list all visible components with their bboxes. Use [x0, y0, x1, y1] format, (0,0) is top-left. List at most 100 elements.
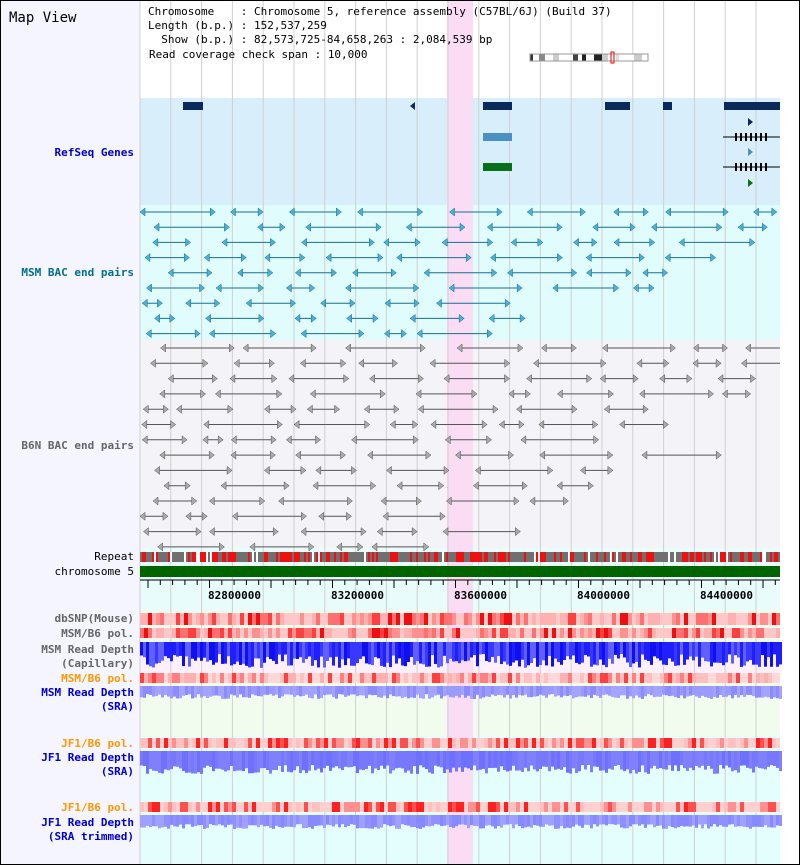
read-depth-bar — [674, 642, 677, 666]
read-depth-bar — [347, 815, 350, 827]
read-depth-bar — [218, 751, 221, 769]
repeat-segment — [690, 552, 692, 562]
bac-end — [629, 222, 636, 232]
repeat-segment — [232, 552, 234, 562]
repeat-segment — [588, 552, 590, 562]
read-depth-bar — [461, 686, 464, 695]
polymorphism-cell — [612, 802, 616, 812]
read-depth-bar — [176, 642, 179, 657]
polymorphism-cell — [692, 802, 696, 812]
bac-end — [312, 481, 319, 491]
polymorphism-cell — [660, 628, 664, 638]
polymorphism-cell — [644, 738, 648, 748]
repeat-segment — [364, 552, 366, 562]
polymorphism-cell — [664, 802, 668, 812]
read-depth-bar — [395, 751, 398, 769]
repeat-segment — [464, 552, 466, 562]
polymorphism-cell — [764, 613, 768, 625]
polymorphism-cell — [568, 613, 572, 625]
polymorphism-cell — [580, 628, 584, 638]
read-depth-bar — [572, 686, 575, 699]
exon — [745, 163, 747, 171]
read-depth-bar — [344, 642, 347, 666]
read-depth-bar — [347, 686, 350, 696]
read-depth-bar — [614, 751, 617, 766]
polymorphism-cell — [596, 628, 600, 638]
bac-end — [202, 435, 209, 445]
bac-end — [710, 253, 716, 263]
read-depth-bar — [215, 815, 218, 826]
read-depth-bar — [230, 815, 233, 825]
polymorphism-cell — [756, 673, 760, 683]
read-depth-bar — [302, 642, 305, 663]
repeat-segment — [488, 552, 490, 562]
bac-end — [475, 465, 481, 475]
polymorphism-cell — [588, 613, 592, 625]
bac-end — [593, 435, 600, 445]
polymorphism-cell — [764, 673, 768, 683]
read-depth-bar — [164, 815, 167, 827]
bac-end — [340, 450, 346, 460]
repeat-segment — [538, 552, 540, 562]
polymorphism-cell — [448, 628, 452, 638]
label-refseq[interactable]: RefSeq Genes — [54, 146, 134, 159]
read-depth-bar — [671, 642, 674, 662]
polymorphism-cell — [160, 613, 164, 625]
read-depth-bar — [734, 751, 737, 771]
polymorphism-cell — [360, 613, 364, 625]
polymorphism-cell — [480, 673, 484, 683]
polymorphism-cell — [548, 613, 552, 625]
polymorphism-cell — [592, 738, 596, 748]
polymorphism-cell — [488, 673, 492, 683]
read-depth-bar — [497, 815, 500, 827]
polymorphism-cell — [476, 628, 480, 638]
polymorphism-cell — [204, 613, 208, 625]
read-depth-bar — [656, 686, 659, 697]
repeat-segment — [206, 552, 208, 562]
read-depth-bar — [497, 642, 500, 657]
repeat-segment — [244, 552, 246, 562]
polymorphism-cell — [208, 613, 212, 625]
read-depth-bar — [296, 751, 299, 767]
polymorphism-cell — [516, 613, 520, 625]
polymorphism-cell — [412, 802, 416, 812]
repeat-segment — [212, 552, 214, 562]
polymorphism-cell — [736, 802, 740, 812]
polymorphism-cell — [760, 613, 764, 625]
read-depth-bar — [140, 642, 143, 656]
bac-end — [315, 435, 321, 445]
repeat-segment — [262, 552, 264, 562]
repeat-segment — [182, 552, 184, 562]
read-depth-bar — [476, 815, 479, 827]
bac-end — [571, 268, 578, 278]
read-depth-bar — [323, 751, 326, 769]
read-depth-bar — [146, 751, 149, 774]
polymorphism-cell — [360, 673, 364, 683]
read-depth-bar — [167, 642, 170, 659]
bac-end — [181, 435, 188, 445]
label-msm-bac[interactable]: MSM BAC end pairs — [21, 266, 134, 279]
read-depth-bar — [458, 815, 461, 825]
read-depth-bar — [770, 815, 773, 828]
read-depth-bar — [638, 642, 641, 668]
bac-end — [315, 465, 322, 475]
read-depth-bar — [356, 751, 359, 774]
bac-end — [459, 222, 466, 232]
bac-end — [249, 542, 256, 552]
read-depth-bar — [422, 815, 425, 828]
repeat-segment — [462, 552, 464, 562]
polymorphism-cell — [312, 673, 316, 683]
repeat-segment — [376, 552, 378, 562]
repeat-segment — [440, 552, 442, 562]
read-depth-bar — [443, 751, 446, 774]
bac-end — [648, 283, 655, 293]
polymorphism-cell — [364, 802, 368, 812]
polymorphism-cell — [280, 628, 284, 638]
read-depth-bar — [341, 751, 344, 771]
polymorphism-cell — [744, 673, 748, 683]
read-depth-bar — [479, 751, 482, 770]
label-b6n-bac[interactable]: B6N BAC end pairs — [21, 439, 134, 452]
polymorphism-cell — [484, 673, 488, 683]
read-depth-bar — [305, 686, 308, 695]
